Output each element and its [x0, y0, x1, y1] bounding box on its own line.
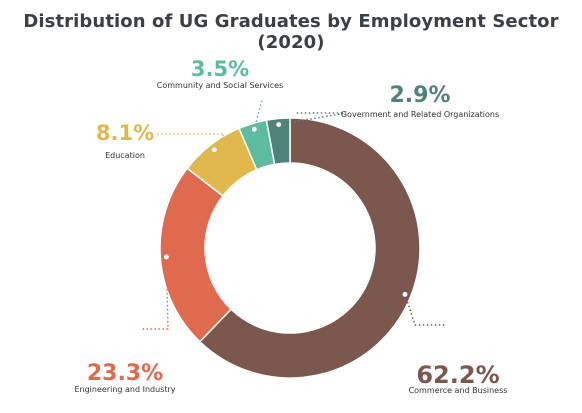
slice-percent-3: 8.1%	[96, 121, 154, 145]
leader-dot-1	[401, 290, 409, 299]
slice-label-1: Commerce and Business	[409, 386, 508, 395]
leader-line-2	[140, 256, 169, 330]
donut-slice-1	[198, 117, 421, 379]
slice-percent-4: 3.5%	[191, 57, 249, 81]
leader-dot-4	[250, 125, 259, 134]
slice-label-3: Education	[105, 151, 145, 160]
leader-line-5	[278, 112, 347, 126]
slice-percent-1: 62.2%	[416, 361, 499, 389]
leader-dot-3	[210, 145, 219, 154]
slice-label-5: Government and Related Organizations	[341, 110, 499, 119]
leader-line-3	[155, 133, 226, 151]
chart-title: Distribution of UG Graduates by Employme…	[23, 11, 559, 53]
slice-percent-5: 2.9%	[389, 83, 450, 108]
leader-dot-5	[274, 120, 283, 129]
slice-label-4: Community and Social Services	[157, 81, 283, 90]
donut-slice-5	[265, 117, 291, 166]
leader-line-4	[253, 99, 263, 130]
leader-line-1	[404, 294, 445, 326]
leader-dot-2	[162, 253, 171, 261]
slice-label-2: Engineering and Industry	[74, 385, 175, 394]
slice-percent-2: 23.3%	[87, 361, 163, 386]
